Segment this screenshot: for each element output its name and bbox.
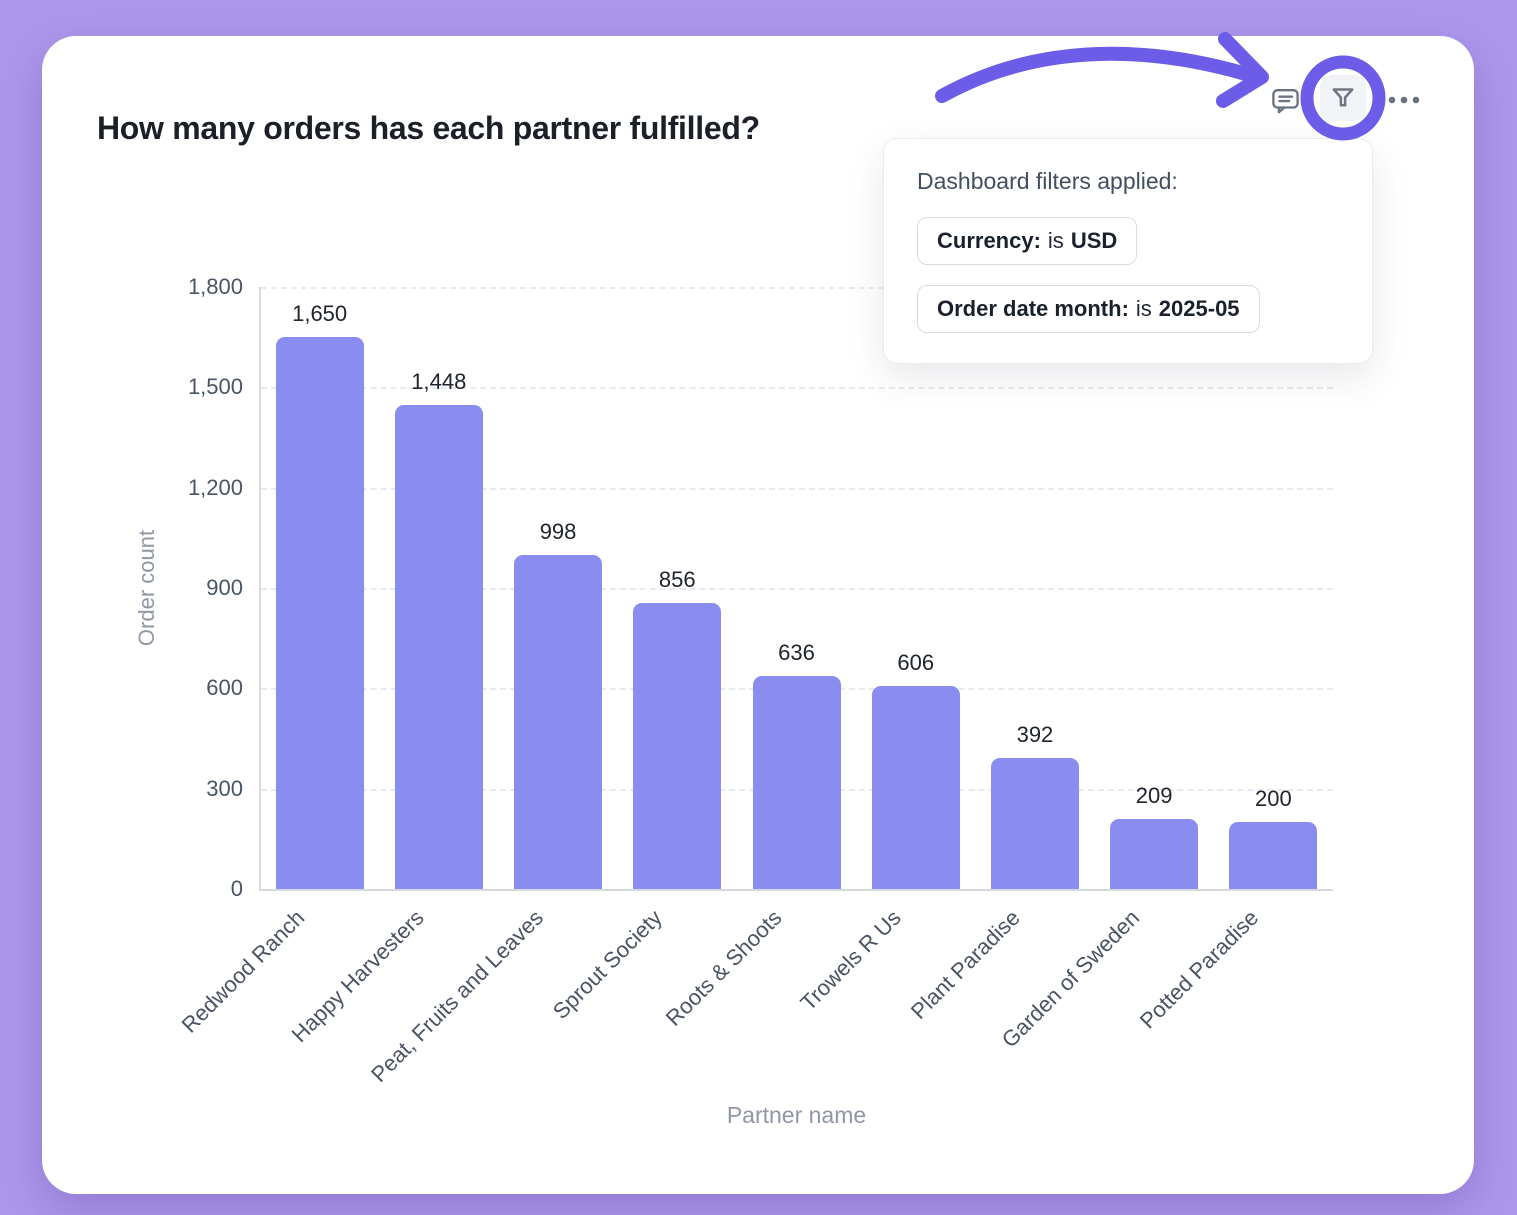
more-options-button[interactable] — [1380, 80, 1428, 120]
filter-chip-operator: is — [1135, 296, 1152, 321]
x-tick-label: Trowels R Us — [794, 905, 906, 1016]
y-tick-label: 1,200 — [187, 474, 243, 500]
y-tick-label: 300 — [206, 775, 243, 801]
y-axis-line — [259, 287, 261, 889]
bar-5[interactable] — [871, 686, 960, 889]
bar-chart-plot-area: 1,650 1,448 998 856 636 606 392 209 200 — [259, 287, 1333, 891]
x-tick-label: Redwood Ranch — [176, 905, 310, 1038]
bar-value-label: 856 — [658, 566, 696, 592]
gridline-1500 — [261, 387, 1333, 390]
filter-chip-row: Currency: is USD — [917, 217, 1339, 265]
filter-icon — [1332, 88, 1354, 107]
bar-value-label: 209 — [1135, 783, 1173, 809]
gridline-1800 — [261, 287, 1333, 289]
bar-value-label: 392 — [1016, 721, 1054, 747]
filter-button[interactable] — [1320, 75, 1366, 121]
filter-chip-currency: Currency: is USD — [917, 217, 1138, 265]
bar-value-label: 200 — [1255, 786, 1292, 812]
bar-4[interactable] — [752, 676, 841, 889]
y-tick-label: 600 — [206, 675, 243, 701]
x-tick-label: Potted Paradise — [1134, 905, 1264, 1034]
bar-value-label: 1,650 — [292, 301, 348, 327]
bar-value-label: 636 — [778, 640, 815, 666]
comment-icon — [1271, 88, 1299, 113]
bar-1[interactable] — [394, 404, 483, 889]
filter-chip-order-date-month: Order date month: is 2025-05 — [917, 285, 1260, 333]
filter-chip-field: Currency: — [937, 228, 1041, 253]
bar-8[interactable] — [1229, 822, 1318, 889]
filter-chip-operator: is — [1047, 228, 1064, 253]
bar-2[interactable] — [514, 555, 603, 889]
gridline-900 — [261, 588, 1333, 590]
filters-popover: Dashboard filters applied: Currency: is US… — [883, 138, 1373, 364]
filter-chip-value: 2025-05 — [1158, 296, 1240, 321]
y-tick-label: 900 — [206, 575, 243, 600]
y-tick-label: 0 — [230, 876, 243, 901]
bar-7[interactable] — [1110, 819, 1199, 889]
gridline-1200 — [261, 487, 1333, 490]
filter-chip-value: USD — [1070, 228, 1118, 253]
card-title: How many orders has each partner fulfill… — [97, 110, 760, 146]
bar-3[interactable] — [633, 602, 722, 889]
comment-button[interactable] — [1264, 79, 1306, 121]
filter-chip-row: Order date month: is 2025-05 — [917, 285, 1339, 333]
x-axis-line — [259, 889, 1333, 891]
bar-6[interactable] — [990, 757, 1079, 889]
y-tick-label: 1,500 — [187, 374, 243, 400]
x-tick-label: Sprout Society — [548, 905, 667, 1024]
more-options-icon — [1388, 96, 1420, 104]
bar-0[interactable] — [275, 337, 364, 889]
x-tick-label: Plant Paradise — [905, 905, 1025, 1024]
bar-value-label: 998 — [539, 519, 577, 545]
filter-chip-field: Order date month: — [937, 296, 1129, 321]
x-axis-title: Partner name — [726, 1102, 867, 1128]
x-tick-label: Roots & Shoots — [660, 905, 787, 1031]
bar-value-label: 606 — [897, 650, 935, 676]
dashboard-card: How many orders has each partner fulfill… — [42, 36, 1474, 1194]
bar-value-label: 1,448 — [411, 368, 467, 394]
y-tick-label: 1,800 — [187, 274, 243, 299]
filters-popover-title: Dashboard filters applied: — [917, 168, 1178, 194]
